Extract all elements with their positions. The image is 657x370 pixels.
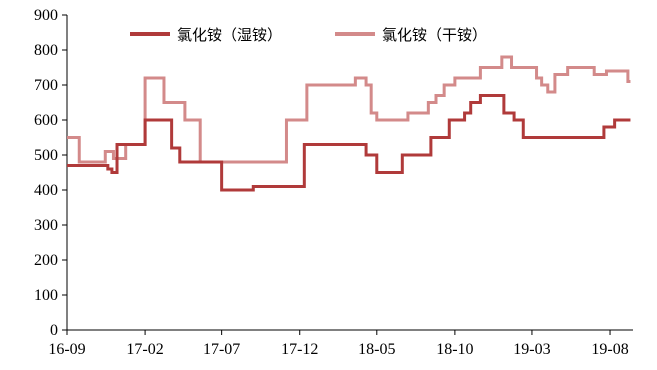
legend: 氯化铵（湿铵） 氯化铵（干铵）	[130, 26, 487, 44]
plot-area	[67, 55, 631, 192]
y-tick-label: 900	[34, 7, 58, 24]
y-tick-label: 500	[34, 147, 58, 164]
y-axis: 0 100 200 300 400 500 600 700 800 900	[34, 7, 68, 339]
y-tick-label: 600	[34, 112, 58, 129]
series-line-wet	[67, 94, 631, 192]
x-tick-label: 18-10	[436, 341, 473, 358]
series-line-dry	[67, 55, 631, 164]
y-tick-label: 0	[50, 322, 58, 339]
x-axis: 16-09 17-02 17-07 17-12 18-05 18-10 19-03 19-08	[48, 329, 633, 358]
x-tick-label: 17-12	[281, 341, 318, 358]
y-tick-label: 800	[34, 42, 58, 59]
x-tick-label: 17-02	[126, 341, 163, 358]
y-tick-label: 400	[34, 182, 58, 199]
y-tick-label: 200	[34, 252, 58, 269]
x-tick-label: 17-07	[203, 341, 240, 358]
y-tick-label: 700	[34, 77, 58, 94]
legend-label: 氯化铵（湿铵）	[177, 26, 282, 44]
x-tick-label: 19-03	[513, 341, 550, 358]
legend-label: 氯化铵（干铵）	[382, 26, 487, 44]
x-tick-label: 18-05	[358, 341, 395, 358]
y-tick-label: 100	[34, 287, 58, 304]
x-tick-label: 19-08	[591, 341, 628, 358]
x-tick-label: 16-09	[48, 341, 85, 358]
y-tick-label: 300	[34, 217, 58, 234]
